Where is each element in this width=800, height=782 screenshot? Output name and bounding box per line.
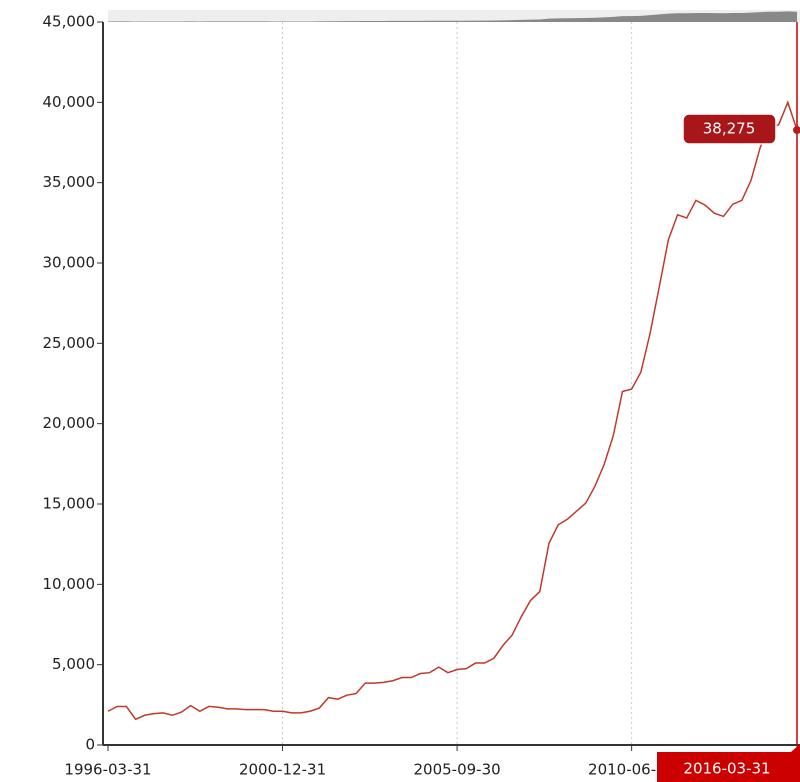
y-tick-label: 10,000 (43, 575, 96, 593)
data-line (107, 100, 798, 721)
x-tick-label: 2010-06-30 (588, 761, 675, 779)
x-tick-label: 2005-09-30 (413, 761, 500, 779)
y-tick-label: 5,000 (52, 655, 95, 673)
tooltip-label: 38,275 (703, 120, 756, 138)
highlight-point (793, 126, 800, 135)
y-tick-label: 0 (85, 736, 95, 754)
navigator-area (108, 11, 797, 22)
y-tick-label: 35,000 (43, 173, 96, 191)
y-tick-label: 45,000 (43, 13, 96, 31)
y-tick-label: 25,000 (43, 334, 96, 352)
x-tick-label: 2000-12-31 (239, 761, 326, 779)
x-tick-label: 1996-03-31 (64, 761, 151, 779)
crosshair-label-box (657, 744, 800, 782)
crosshair-label: 2016-03-31 (683, 760, 770, 778)
y-tick-label: 30,000 (43, 254, 96, 272)
y-tick-label: 40,000 (43, 93, 96, 111)
y-tick-label: 15,000 (43, 495, 96, 513)
tooltip-box (682, 113, 777, 145)
y-tick-label: 20,000 (43, 414, 96, 432)
